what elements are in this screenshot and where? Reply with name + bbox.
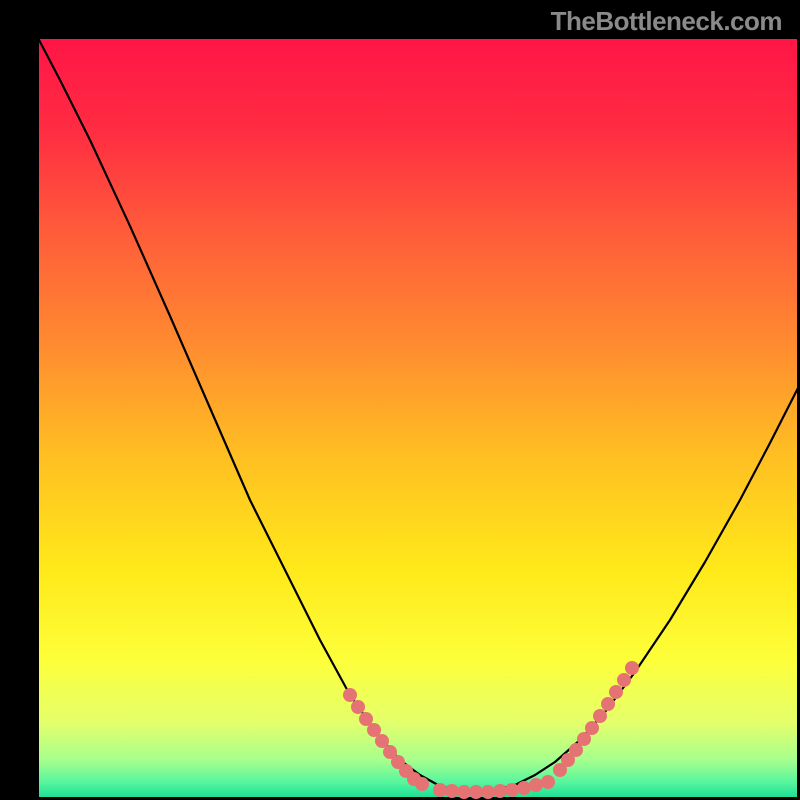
marker-right (601, 697, 615, 711)
marker-right (625, 661, 639, 675)
marker-right (617, 673, 631, 687)
marker-bottom (433, 783, 447, 797)
marker-right (593, 709, 607, 723)
marker-left (415, 777, 429, 791)
marker-left (351, 700, 365, 714)
marker-bottom (469, 785, 483, 799)
marker-bottom (481, 785, 495, 799)
marker-bottom (517, 781, 531, 795)
marker-bottom (505, 783, 519, 797)
marker-bottom (445, 784, 459, 798)
chart-background (38, 38, 798, 798)
marker-bottom (457, 785, 471, 799)
marker-right (609, 685, 623, 699)
marker-left (343, 688, 357, 702)
watermark-text: TheBottleneck.com (551, 6, 782, 37)
marker-bottom (529, 778, 543, 792)
marker-bottom (541, 775, 555, 789)
marker-bottom (493, 784, 507, 798)
bottleneck-chart (0, 0, 800, 800)
marker-right (585, 721, 599, 735)
